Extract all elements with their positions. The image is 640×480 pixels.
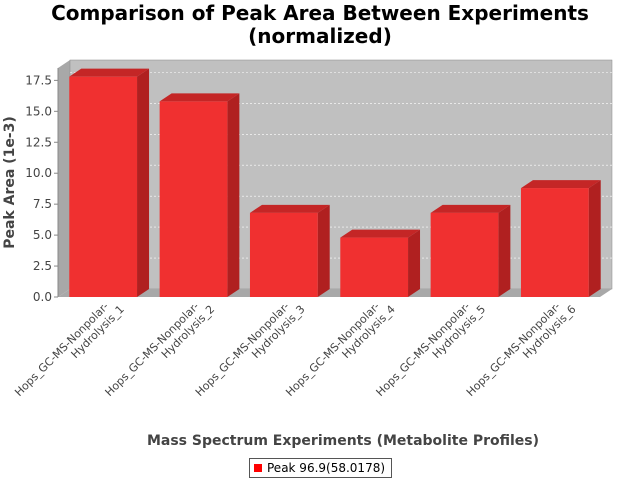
y-tick-label: 10.0 <box>25 166 52 180</box>
bar-top <box>159 93 240 102</box>
bar-side <box>498 204 511 297</box>
bar-side <box>137 68 150 298</box>
bar <box>340 237 409 297</box>
y-axis-title: Peak Area (1e-3) <box>2 116 18 249</box>
y-tick-label: 17.5 <box>25 73 52 87</box>
bar <box>249 212 318 297</box>
chart-title: Comparison of Peak Area Between Experime… <box>51 1 589 48</box>
y-tick-label: 12.5 <box>25 135 52 149</box>
y-tick-label: 0.0 <box>33 290 52 304</box>
x-axis-title: Mass Spectrum Experiments (Metabolite Pr… <box>147 433 539 449</box>
bar-top <box>340 229 421 238</box>
bar <box>69 76 138 298</box>
bar-side <box>317 204 330 297</box>
bar-top <box>69 68 150 77</box>
y-tick-label: 2.5 <box>33 259 52 273</box>
y-tick-label: 5.0 <box>33 228 52 242</box>
y-tick-label: 7.5 <box>33 197 52 211</box>
bar-top <box>430 204 511 213</box>
bar <box>159 101 228 297</box>
bar-side <box>227 93 240 297</box>
legend-swatch <box>254 464 262 472</box>
legend-label: Peak 96.9(58.0178) <box>267 461 386 475</box>
bar-side <box>588 180 601 297</box>
bar-top <box>249 204 330 213</box>
y-tick-label: 15.0 <box>25 104 52 118</box>
bar <box>430 212 499 297</box>
bar <box>520 188 589 297</box>
bar-side <box>408 229 421 297</box>
legend: Peak 96.9(58.0178) <box>249 458 393 478</box>
bar-top <box>520 180 601 189</box>
